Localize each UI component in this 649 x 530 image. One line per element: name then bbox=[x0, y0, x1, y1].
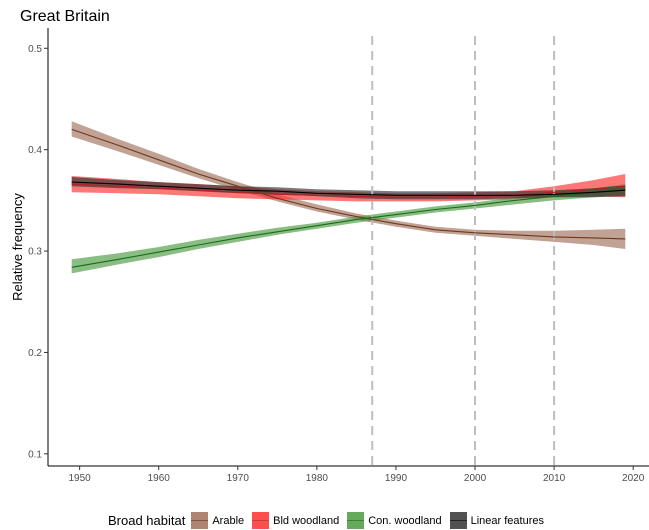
reference-lines bbox=[371, 36, 556, 466]
legend-label: Arable bbox=[212, 514, 245, 527]
x-tick-label: 1960 bbox=[148, 473, 171, 484]
confidence-bands bbox=[71, 121, 626, 274]
band-arable bbox=[71, 121, 626, 249]
legend-title: Broad habitat bbox=[108, 513, 186, 528]
legend-key-con-woodland bbox=[347, 512, 365, 529]
legend-key-bld-woodland bbox=[252, 512, 270, 529]
legend-item-arable: Arable bbox=[191, 512, 244, 529]
y-tick-label: 0.2 bbox=[28, 348, 42, 359]
x-tick-label: 1990 bbox=[385, 473, 408, 484]
legend-items: Arable Bld woodland Con. woodland Linear fe… bbox=[191, 512, 552, 529]
line-bld-woodland bbox=[71, 183, 626, 198]
line-con-woodland bbox=[71, 188, 626, 268]
x-tick-label: 2010 bbox=[543, 473, 566, 484]
y-tick-label: 0.1 bbox=[28, 449, 42, 460]
legend-label: Con. woodland bbox=[368, 514, 442, 527]
line-linear-features bbox=[71, 181, 626, 196]
chart-title: Great Britain bbox=[20, 8, 110, 25]
y-axis-title: Relative frequency bbox=[10, 193, 25, 301]
y-tick-label: 0.4 bbox=[28, 145, 42, 156]
x-tick-label: 1980 bbox=[306, 473, 329, 484]
legend-item-con-woodland: Con. woodland bbox=[347, 512, 442, 529]
y-tick-label: 0.5 bbox=[28, 44, 42, 55]
x-tick-label: 2020 bbox=[622, 473, 645, 484]
x-tick-label: 2000 bbox=[464, 473, 487, 484]
legend-item-linear-features: Linear features bbox=[449, 512, 544, 529]
series-lines bbox=[71, 128, 626, 268]
legend-item-bld-woodland: Bld woodland bbox=[252, 512, 339, 529]
x-tick-label: 1970 bbox=[227, 473, 250, 484]
axes: 0.1 0.2 0.3 0.4 0.5 1950 1960 1970 1980 1990 2000 2… bbox=[10, 28, 649, 484]
band-con-woodland bbox=[71, 184, 626, 274]
legend-label: Bld woodland bbox=[273, 514, 340, 527]
legend-label: Linear features bbox=[470, 514, 544, 527]
y-tick-label: 0.3 bbox=[28, 247, 42, 258]
band-linear-features bbox=[71, 177, 626, 200]
x-tick-label: 1950 bbox=[69, 473, 92, 484]
legend-key-linear-features bbox=[449, 512, 467, 529]
line-arable bbox=[71, 128, 626, 240]
legend-key-arable bbox=[191, 512, 209, 529]
legend: Broad habitat Arable Bld woodland Con. woo… bbox=[108, 512, 552, 529]
chart-plot: 0.1 0.2 0.3 0.4 0.5 1950 1960 1970 1980 1990 2000 2… bbox=[10, 28, 649, 484]
